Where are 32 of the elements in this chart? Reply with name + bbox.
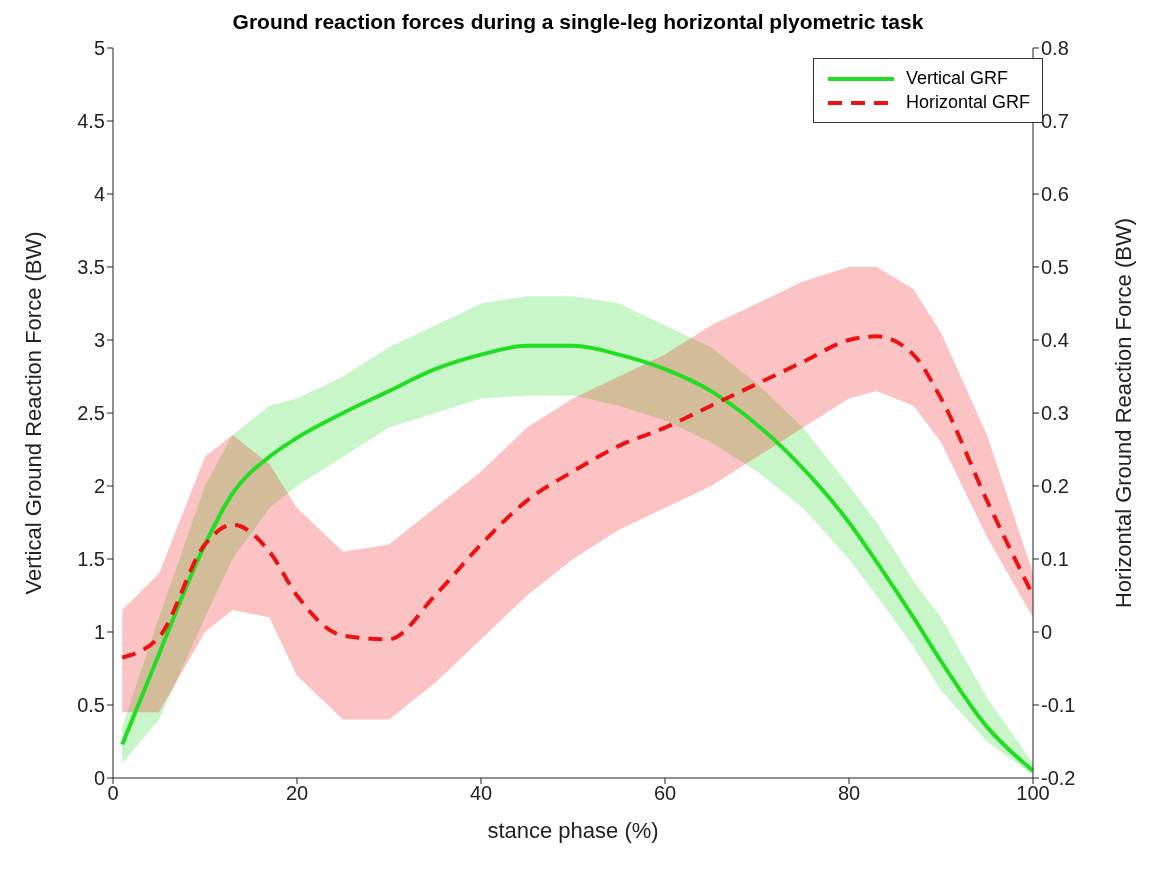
y-tick-label: 0.5: [77, 694, 105, 717]
x-tick-label: 60: [653, 782, 677, 805]
y-tick-label: 2: [93, 475, 105, 498]
y2-tick-label: 0.2: [1041, 475, 1069, 498]
y-tick-label: 1.5: [77, 548, 105, 571]
x-tick-label: 80: [837, 782, 861, 805]
y-tick-label: 3.5: [77, 256, 105, 279]
y2-tick-label: -0.1: [1041, 694, 1076, 717]
x-tick-label: 20: [285, 782, 309, 805]
legend-label: Vertical GRF: [905, 68, 1008, 89]
legend-label: Horizontal GRF: [905, 92, 1030, 113]
y-axis-title: Vertical Ground Reaction Force (BW): [20, 231, 46, 595]
y2-tick-label: 0.6: [1041, 183, 1069, 206]
y-tick-label: 5: [93, 37, 105, 60]
chart-title: Ground reaction forces during a single-leg horizontal plyometric task: [231, 10, 925, 34]
y-tick-label: 4.5: [77, 110, 105, 133]
y2-axis-title: Horizontal Ground Reaction Force (BW): [1110, 217, 1136, 609]
x-axis-title: stance phase (%): [487, 818, 659, 843]
y-tick-label: 4: [93, 183, 105, 206]
y-tick-label: 0: [93, 767, 105, 790]
y-tick-label: 2.5: [77, 402, 105, 425]
y2-tick-label: 0.8: [1041, 37, 1069, 60]
y2-tick-label: 0: [1041, 621, 1053, 644]
y-tick-label: 3: [93, 329, 105, 352]
y2-tick-label: 0.1: [1041, 548, 1069, 571]
y2-tick-label: 0.4: [1041, 329, 1069, 352]
y2-tick-label: 0.3: [1041, 402, 1069, 425]
y-tick-label: 1: [93, 621, 105, 644]
x-tick-label: 0: [107, 782, 119, 805]
x-tick-label: 40: [469, 782, 493, 805]
line-series: [120, 334, 1033, 660]
y2-tick-label: 0.5: [1041, 256, 1069, 279]
